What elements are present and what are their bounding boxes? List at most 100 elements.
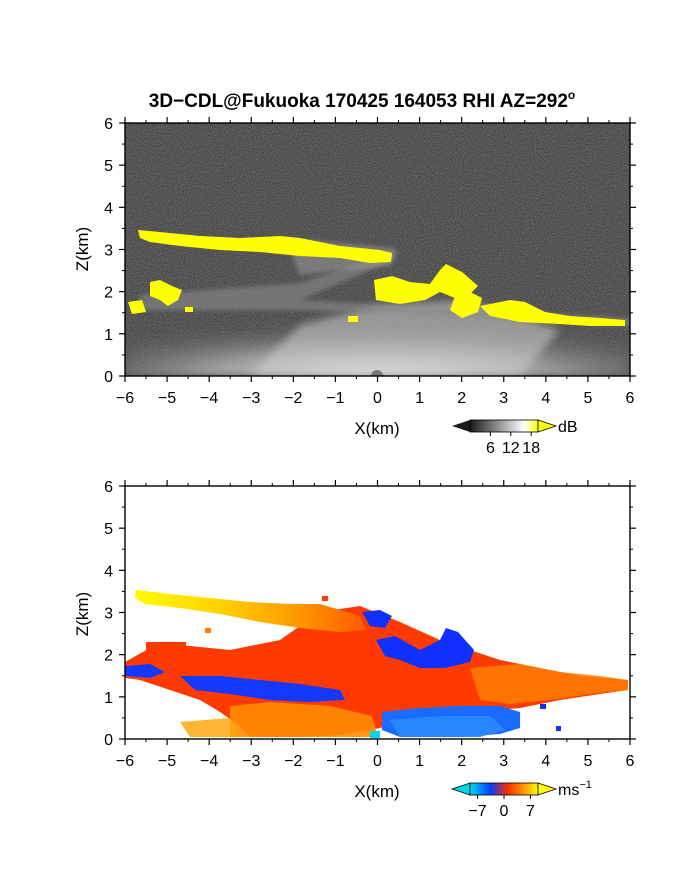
- bottom-y-tick-label: 6: [104, 479, 113, 496]
- bottom-x-tick-label: −1: [326, 753, 344, 770]
- bottom-x-tick-label: 3: [499, 753, 508, 770]
- bottom-x-tick-label: −3: [242, 753, 260, 770]
- bottom-x-axis-label: X(km): [354, 782, 399, 801]
- bottom-colorbar-tick-label: 0: [500, 803, 509, 820]
- bottom-blue-speck-1: [540, 704, 546, 709]
- top-lower-right-layer: [480, 300, 625, 326]
- top-x-tick-label: 6: [626, 390, 635, 407]
- bottom-plot-area: [125, 486, 630, 739]
- top-x-tick-label: −4: [200, 390, 218, 407]
- bottom-orange-lower-left: [180, 718, 240, 737]
- top-colorbar-tick-label: 18: [522, 440, 540, 457]
- top-left-patch: [150, 280, 182, 306]
- top-y-tick-label: 5: [104, 158, 113, 175]
- top-y-tick-label: 3: [104, 243, 113, 260]
- bottom-colorbar-unit-base: ms: [558, 782, 579, 799]
- top-x-tick-label: 0: [373, 390, 382, 407]
- bottom-blue-upper-right: [362, 610, 392, 628]
- bottom-y-tick-label: 0: [104, 732, 113, 749]
- top-left-edge-patch: [128, 300, 146, 314]
- bottom-x-tick-label: −4: [200, 753, 218, 770]
- bottom-y-tick-label: 1: [104, 690, 113, 707]
- top-x-tick-label: −5: [158, 390, 176, 407]
- top-x-tick-label: 4: [541, 390, 550, 407]
- top-colorbar-tick-label: 6: [486, 440, 495, 457]
- chart-title-text: 3D−CDL@Fukuoka 170425 164053 RHI AZ=292: [149, 91, 568, 112]
- top-colorbar-unit: dB: [558, 419, 578, 436]
- top-strong-echoes: [128, 230, 625, 326]
- bottom-x-tick-label: −5: [158, 753, 176, 770]
- top-y-tick-label: 0: [104, 369, 113, 386]
- bottom-blue-mid-left: [180, 676, 345, 702]
- bottom-red-speck: [322, 596, 328, 601]
- top-y-axis-label: Z(km): [73, 227, 92, 271]
- bottom-y-tick-label: 5: [104, 521, 113, 538]
- bottom-x-tick-label: 6: [626, 753, 635, 770]
- bottom-x-tick-label: 0: [373, 753, 382, 770]
- bottom-blue-cell: [376, 628, 474, 668]
- bottom-x-tick-label: −6: [116, 753, 134, 770]
- bottom-colorbar: −7 0 7 ms−1: [450, 779, 592, 820]
- bottom-upper-layer: [135, 590, 366, 632]
- chart-title: 3D−CDL@Fukuoka 170425 164053 RHI AZ=292o: [149, 88, 576, 112]
- bottom-x-tick-label: 2: [457, 753, 466, 770]
- bottom-colorbar-tick-label: 7: [526, 803, 535, 820]
- top-colorbar-left-arrow: [452, 420, 470, 432]
- chart-title-degree: o: [568, 88, 575, 102]
- bottom-x-tick-label: 4: [541, 753, 550, 770]
- bottom-orange-speck: [205, 628, 211, 633]
- top-cloud-cell: [374, 264, 478, 304]
- top-colorbar-right-arrow: [537, 419, 558, 433]
- top-y-tick-label: 1: [104, 327, 113, 344]
- top-echo-band: [140, 250, 630, 326]
- bottom-y-ticks: 0 1 2 3 4 5 6: [104, 479, 636, 749]
- top-speck: [348, 316, 358, 322]
- top-cell-patch: [450, 288, 482, 318]
- top-colorbar-tick-label: 12: [502, 440, 520, 457]
- bottom-blue-lower-core: [390, 716, 505, 737]
- top-site-marker: [371, 370, 383, 376]
- bottom-colorbar-tick-label: −7: [468, 803, 486, 820]
- bottom-colorbar-ramp: [469, 782, 539, 796]
- top-x-tick-label: 3: [499, 390, 508, 407]
- bottom-cyan-spot: [370, 731, 380, 738]
- top-speck-2: [185, 307, 193, 312]
- bottom-blue-left-edge: [125, 664, 165, 678]
- top-upper-cloud-layer: [138, 230, 392, 263]
- top-y-tick-label: 2: [104, 285, 113, 302]
- top-y-tick-label: 4: [104, 200, 113, 217]
- bottom-colorbar-right-arrow: [537, 782, 558, 796]
- top-x-ticks: −6 −5 −4 −3 −2 −1 0 1 2 3 4 5 6: [116, 117, 635, 407]
- top-x-tick-label: 2: [457, 390, 466, 407]
- bottom-y-tick-label: 2: [104, 648, 113, 665]
- top-x-tick-label: −6: [116, 390, 134, 407]
- top-x-tick-label: 5: [583, 390, 592, 407]
- top-x-tick-label: 1: [415, 390, 424, 407]
- bottom-orange-band-right: [470, 664, 628, 704]
- bottom-x-tick-label: 1: [415, 753, 424, 770]
- bottom-colorbar-unit: ms−1: [558, 779, 592, 799]
- bottom-x-tick-label: 5: [583, 753, 592, 770]
- bottom-x-ticks: −6 −5 −4 −3 −2 −1 0 1 2 3 4 5 6: [116, 480, 635, 770]
- bottom-colorbar-ticks: −7 0 7: [468, 795, 535, 820]
- bottom-x-tick-label: −2: [284, 753, 302, 770]
- top-x-tick-label: −3: [242, 390, 260, 407]
- bottom-blue-speck-2: [556, 726, 561, 731]
- top-plot-area: [125, 123, 630, 376]
- bottom-y-tick-label: 3: [104, 606, 113, 623]
- bottom-orange-lower: [230, 702, 378, 737]
- top-x-tick-label: −2: [284, 390, 302, 407]
- top-colorbar: 6 12 18 dB: [452, 419, 578, 457]
- bottom-red-patch-upper-left: [146, 642, 186, 654]
- top-y-tick-label: 6: [104, 116, 113, 133]
- bottom-y-axis-label: Z(km): [73, 592, 92, 636]
- top-return-fan-core: [250, 300, 560, 376]
- top-colorbar-ramp: [469, 419, 539, 433]
- bottom-y-tick-label: 4: [104, 563, 113, 580]
- top-x-axis-label: X(km): [354, 419, 399, 438]
- bottom-colorbar-left-arrow: [450, 782, 471, 796]
- bottom-colorbar-unit-exponent: −1: [579, 779, 592, 791]
- top-colorbar-ticks: 6 12 18: [486, 432, 540, 457]
